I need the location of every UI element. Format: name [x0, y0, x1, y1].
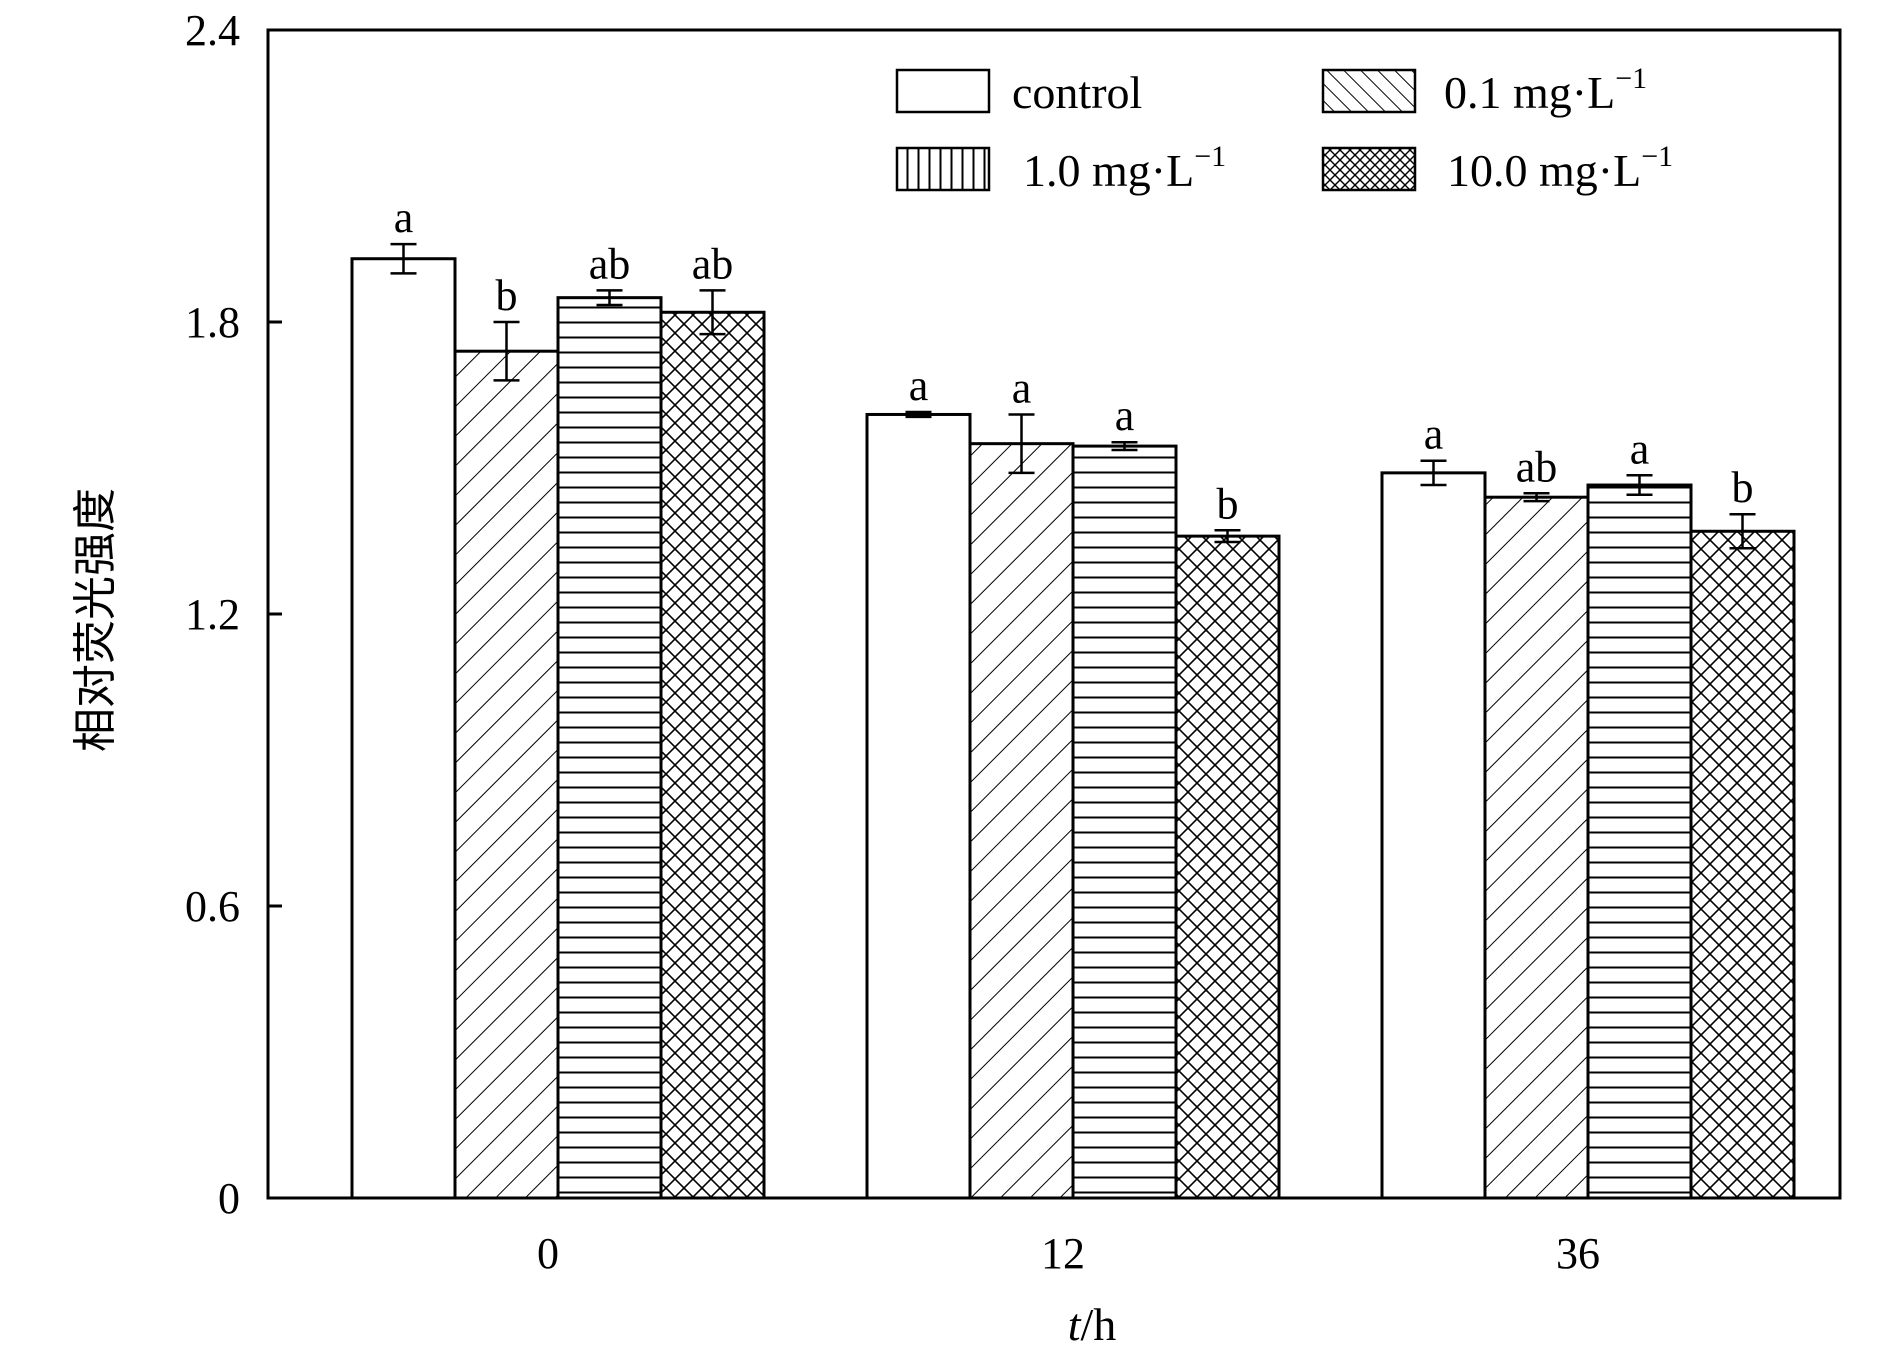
bar: [556, 296, 663, 1200]
bar: [968, 442, 1075, 1200]
bar: [1174, 534, 1281, 1200]
y-tick-label: 0: [218, 1174, 240, 1223]
bar: [453, 349, 560, 1200]
bar: [350, 257, 457, 1200]
significance-label: a: [1424, 410, 1444, 459]
bar: [1380, 471, 1487, 1200]
axes-layer: 0 0.6 1.2 1.8 2.4 0 12 36: [185, 6, 1600, 1278]
legend-label-superscript: −1: [1641, 140, 1673, 173]
bar: [1689, 529, 1796, 1200]
x-tick-label: 36: [1556, 1229, 1600, 1278]
significance-label: a: [1115, 391, 1135, 440]
bar: [1483, 495, 1590, 1200]
y-tick-label: 0.6: [185, 882, 240, 931]
legend-label: 10.0 mg·L−1: [1447, 140, 1673, 196]
significance-label: ab: [589, 239, 631, 288]
significance-label: b: [1217, 479, 1239, 528]
bar: [1586, 483, 1693, 1200]
significance-label: b: [1732, 463, 1754, 512]
legend-label: 1.0 mg·L−1: [1023, 140, 1226, 196]
bar: [659, 310, 766, 1200]
legend-swatch: [895, 146, 991, 192]
bar: [865, 412, 972, 1200]
legend-swatch: [1321, 68, 1417, 114]
significance-label: a: [909, 361, 929, 410]
significance-label: ab: [1516, 442, 1558, 491]
legend-swatch: [1321, 146, 1417, 192]
y-tick-label: 2.4: [185, 6, 240, 55]
legend-label-base: 10.0 mg·L: [1447, 145, 1641, 196]
legend-label-superscript: −1: [1615, 62, 1647, 95]
legend-label: 0.1 mg·L−1: [1444, 62, 1647, 118]
x-tick-label: 0: [537, 1229, 559, 1278]
y-tick-label: 1.2: [185, 590, 240, 639]
legend-swatch: [895, 68, 991, 114]
legend-label-base: 0.1 mg·L: [1444, 67, 1615, 118]
legend-label-base: control: [1012, 67, 1142, 118]
x-axis-label: t/h: [1068, 1299, 1117, 1350]
significance-label: a: [394, 193, 414, 242]
x-axis-label-rest: /h: [1081, 1299, 1117, 1350]
x-axis-label-italic: t: [1068, 1299, 1082, 1350]
legend-label-base: 1.0 mg·L: [1023, 145, 1194, 196]
x-tick-label: 12: [1041, 1229, 1085, 1278]
legend: control 0.1 mg·L−11.0 mg·L−1 10.0 mg·L−1: [895, 62, 1673, 196]
legend-label: control: [1012, 67, 1142, 118]
significance-label: b: [496, 271, 518, 320]
legend-label-superscript: −1: [1194, 140, 1226, 173]
significance-label: a: [1012, 363, 1032, 412]
y-tick-label: 1.8: [185, 298, 240, 347]
significance-label: a: [1630, 424, 1650, 473]
y-axis-label: 相对荧光强度: [71, 488, 120, 752]
significance-label: ab: [692, 239, 734, 288]
bar: [1071, 444, 1178, 1200]
